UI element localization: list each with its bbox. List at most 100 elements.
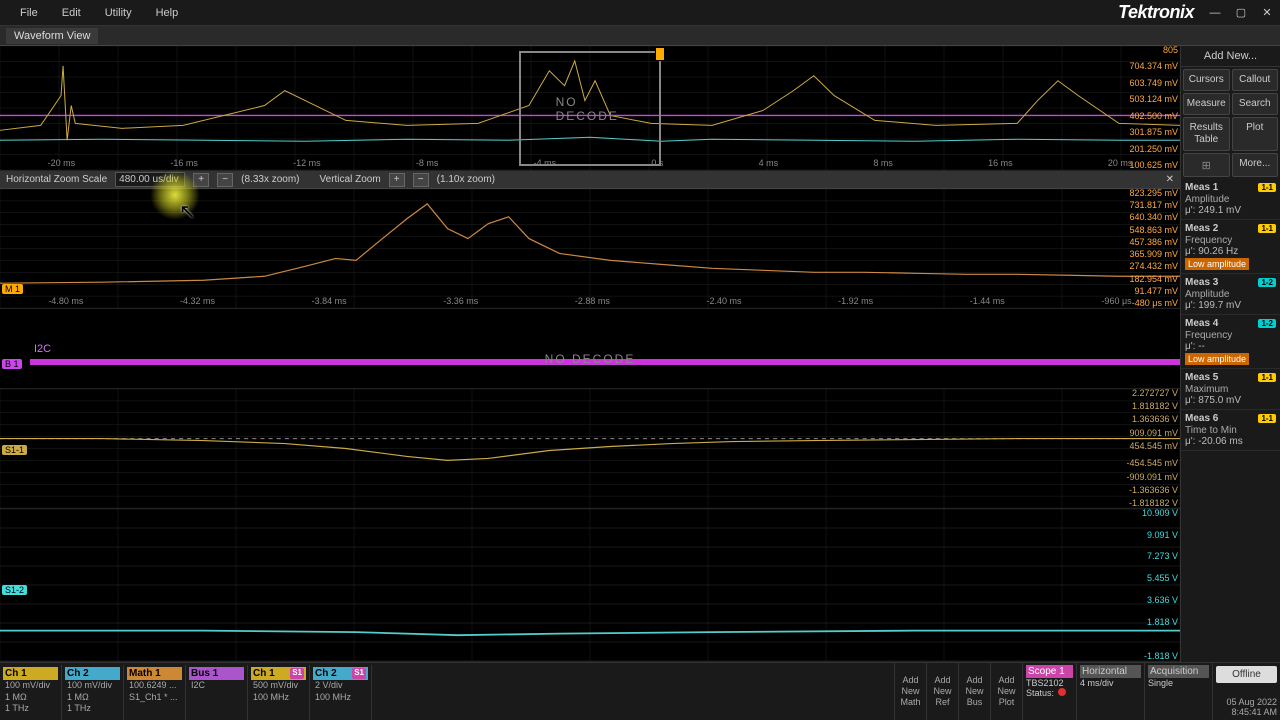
add-button[interactable]: AddNewRef: [926, 663, 958, 720]
maximize-icon[interactable]: ▢: [1228, 3, 1254, 23]
channel-tile[interactable]: Bus 1 I2C: [186, 665, 248, 720]
channel-info-line: I2C: [189, 680, 244, 692]
vt-zoom-out-icon[interactable]: −: [413, 173, 429, 187]
meas-item[interactable]: Meas 5 1-1 Maximum μ': 875.0 mV: [1181, 369, 1280, 410]
vt-zoom-in-icon[interactable]: +: [389, 173, 405, 187]
meas-warning: Low amplitude: [1185, 353, 1249, 365]
channel-name: Math 1: [127, 667, 182, 680]
scope-name: Scope 1: [1026, 665, 1073, 678]
callout-button[interactable]: Callout: [1232, 69, 1279, 91]
vt-zoom-factor: (1.10x zoom): [437, 174, 495, 185]
meas-item[interactable]: Meas 6 1-1 Time to Min μ': -20.06 ms: [1181, 410, 1280, 451]
add-button[interactable]: AddNewPlot: [990, 663, 1022, 720]
s11-trace-row[interactable]: S1-1 2.272727 V1.818182 V1.363636 V909.0…: [0, 389, 1180, 509]
vt-zoom-label: Vertical Zoom: [320, 174, 381, 185]
channel-info-line: 1 THz: [3, 703, 58, 715]
add-button[interactable]: AddNewMath: [894, 663, 926, 720]
s11-badge[interactable]: S1-1: [2, 445, 27, 455]
channel-name: Ch 1: [3, 667, 58, 680]
meas-item[interactable]: Meas 2 1-1 Frequency μ': 90.26 Hz Low am…: [1181, 220, 1280, 274]
meas-badge: 1-1: [1258, 224, 1276, 233]
meas-value: μ': 875.0 mV: [1185, 395, 1276, 406]
channel-tile[interactable]: Ch 1S1 500 mV/div100 MHz: [248, 665, 310, 720]
s12-trace-row[interactable]: S1-2 10.909 V9.091 V7.273 V5.455 V3.636 …: [0, 509, 1180, 662]
channel-info-line: 100 mV/div: [65, 680, 120, 692]
channel-name: Ch 2S1: [313, 667, 368, 680]
bottom-bar: Ch 1 100 mV/div1 MΩ1 THz Ch 2 100 mV/div…: [0, 662, 1280, 720]
channel-name: Ch 1S1: [251, 667, 306, 680]
channel-tile[interactable]: Ch 2S1 2 V/div100 MHz: [310, 665, 372, 720]
b1-badge[interactable]: B 1: [2, 359, 22, 369]
offline-tile: Offline 05 Aug 2022 8:45:41 AM: [1212, 663, 1280, 720]
meas-item[interactable]: Meas 1 1-1 Amplitude μ': 249.1 mV: [1181, 179, 1280, 220]
meas-title: Meas 2: [1185, 223, 1218, 234]
b1-bus-row[interactable]: B 1 I2C NO DECODE: [0, 309, 1180, 389]
channel-info-line: 1 MΩ: [3, 692, 58, 704]
add-button[interactable]: AddNewBus: [958, 663, 990, 720]
channel-info-line: 100 MHz: [251, 692, 306, 704]
measure-button[interactable]: Measure: [1183, 93, 1230, 115]
overview-time-labels: -20 ms-16 ms-12 ms-8 ms-4 ms0 s4 ms8 ms1…: [0, 158, 1180, 168]
status-dot-icon: [1058, 688, 1066, 696]
m1-badge[interactable]: M 1: [2, 284, 23, 294]
meas-badge: 1-1: [1258, 373, 1276, 382]
meas-type: Amplitude: [1185, 289, 1276, 300]
cursors-button[interactable]: Cursors: [1183, 69, 1230, 91]
search-button[interactable]: Search: [1232, 93, 1279, 115]
channel-info-line: 100.6249 ...: [127, 680, 182, 692]
scope-status: Status:: [1026, 688, 1073, 698]
meas-type: Amplitude: [1185, 194, 1276, 205]
meas-badge: 1-1: [1258, 414, 1276, 423]
meas-type: Maximum: [1185, 384, 1276, 395]
meas-item[interactable]: Meas 4 1-2 Frequency μ': -- Low amplitud…: [1181, 315, 1280, 369]
scope-tile[interactable]: Scope 1 TBS2102 Status:: [1022, 663, 1076, 720]
meas-title: Meas 6: [1185, 413, 1218, 424]
acquisition-tile[interactable]: Acquisition Single: [1144, 663, 1212, 720]
plot-button[interactable]: Plot: [1232, 117, 1279, 151]
bus-protocol-label: I2C: [34, 343, 51, 355]
minimize-icon[interactable]: —: [1202, 3, 1228, 23]
bus-no-decode-label: NO DECODE: [545, 352, 636, 366]
more-button[interactable]: More...: [1232, 153, 1279, 177]
cursor-arrow-icon: ↖: [179, 199, 196, 224]
meas-item[interactable]: Meas 3 1-2 Amplitude μ': 199.7 mV: [1181, 274, 1280, 315]
meas-title: Meas 5: [1185, 372, 1218, 383]
overview-trace[interactable]: 805704.374 mV603.749 mV503.124 mV402.500…: [0, 46, 1180, 171]
tab-waveform-view[interactable]: Waveform View: [6, 28, 98, 44]
channel-info-line: 1 THz: [65, 703, 120, 715]
channel-tile[interactable]: Ch 1 100 mV/div1 MΩ1 THz: [0, 665, 62, 720]
s11-scale-labels: 2.272727 V1.818182 V1.363636 V909.091 mV…: [1126, 389, 1178, 508]
s12-scale-labels: 10.909 V9.091 V7.273 V5.455 V3.636 V1.81…: [1142, 509, 1178, 661]
dvm-icon[interactable]: ⊞: [1183, 153, 1230, 177]
trigger-handle-icon[interactable]: [655, 47, 665, 61]
channel-info-line: 100 MHz: [313, 692, 368, 704]
horizontal-tile[interactable]: Horizontal 4 ms/div: [1076, 663, 1144, 720]
hz-zoom-out-icon[interactable]: −: [217, 173, 233, 187]
time-label: 8:45:41 AM: [1216, 707, 1277, 717]
results-table-button[interactable]: Results Table: [1183, 117, 1230, 151]
menu-help[interactable]: Help: [144, 3, 191, 23]
zoom-window-rect[interactable]: NO DECODE: [519, 51, 661, 166]
overview-scale-labels: 805704.374 mV603.749 mV503.124 mV402.500…: [1129, 46, 1178, 170]
meas-title: Meas 1: [1185, 182, 1218, 193]
menu-file[interactable]: File: [8, 3, 50, 23]
horizontal-value: 4 ms/div: [1080, 678, 1141, 688]
channel-info-line: 1 MΩ: [65, 692, 120, 704]
meas-type: Frequency: [1185, 330, 1276, 341]
channel-info-line: 2 V/div: [313, 680, 368, 692]
s12-badge[interactable]: S1-2: [2, 585, 27, 595]
horizontal-label: Horizontal: [1080, 665, 1141, 678]
channel-name: Bus 1: [189, 667, 244, 680]
channel-tile[interactable]: Math 1 100.6249 ...S1_Ch1 * ...: [124, 665, 186, 720]
s12-svg: [0, 509, 1180, 661]
menu-utility[interactable]: Utility: [93, 3, 144, 23]
brand-logo: Tektronix: [1118, 2, 1202, 23]
close-icon[interactable]: ✕: [1254, 3, 1280, 23]
offline-button[interactable]: Offline: [1216, 666, 1277, 683]
channel-tile[interactable]: Ch 2 100 mV/div1 MΩ1 THz: [62, 665, 124, 720]
meas-value: μ': --: [1185, 341, 1276, 352]
menu-edit[interactable]: Edit: [50, 3, 93, 23]
meas-title: Meas 4: [1185, 318, 1218, 329]
zoombar-close-icon[interactable]: ✕: [1166, 174, 1174, 185]
meas-value: μ': 90.26 Hz: [1185, 246, 1276, 257]
